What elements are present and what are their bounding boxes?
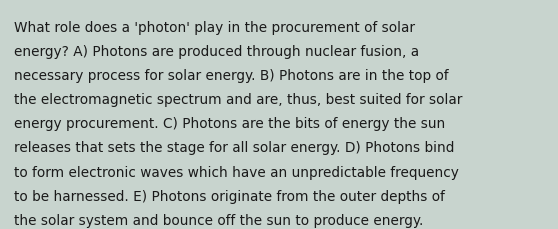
Text: releases that sets the stage for all solar energy. D) Photons bind: releases that sets the stage for all sol…: [14, 141, 454, 155]
Text: What role does a 'photon' play in the procurement of solar: What role does a 'photon' play in the pr…: [14, 21, 415, 35]
Text: the solar system and bounce off the sun to produce energy.: the solar system and bounce off the sun …: [14, 213, 424, 227]
Text: to be harnessed. E) Photons originate from the outer depths of: to be harnessed. E) Photons originate fr…: [14, 189, 445, 203]
Text: the electromagnetic spectrum and are, thus, best suited for solar: the electromagnetic spectrum and are, th…: [14, 93, 463, 107]
Text: energy procurement. C) Photons are the bits of energy the sun: energy procurement. C) Photons are the b…: [14, 117, 445, 131]
Text: energy? A) Photons are produced through nuclear fusion, a: energy? A) Photons are produced through …: [14, 45, 419, 59]
Text: to form electronic waves which have an unpredictable frequency: to form electronic waves which have an u…: [14, 165, 459, 179]
Text: necessary process for solar energy. B) Photons are in the top of: necessary process for solar energy. B) P…: [14, 69, 449, 83]
